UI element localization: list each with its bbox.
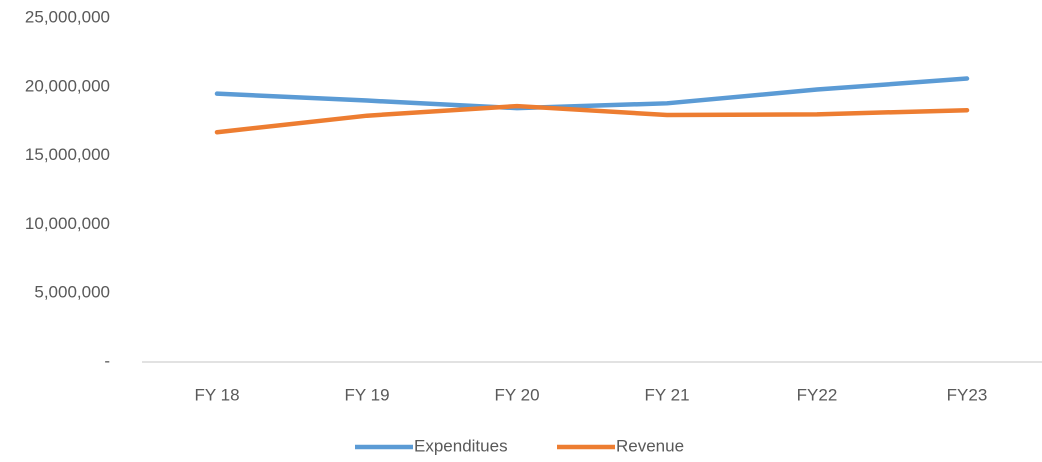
x-tick-label: FY 20 xyxy=(494,385,539,404)
y-tick-label: 20,000,000 xyxy=(25,76,110,95)
x-tick-label: FY 18 xyxy=(194,385,239,404)
x-tick-label: FY23 xyxy=(947,385,988,404)
x-tick-label: FY 19 xyxy=(344,385,389,404)
y-tick-label: 15,000,000 xyxy=(25,145,110,164)
legend-label: Expenditues xyxy=(414,436,508,455)
y-tick-label: 25,000,000 xyxy=(25,7,110,26)
y-tick-label: - xyxy=(104,351,110,370)
legend-label: Revenue xyxy=(616,436,684,455)
series-line xyxy=(214,76,970,111)
y-tick-label: 10,000,000 xyxy=(25,214,110,233)
y-tick-label: 5,000,000 xyxy=(34,283,110,302)
x-tick-label: FY 21 xyxy=(644,385,689,404)
series-line xyxy=(214,103,970,135)
x-tick-label: FY22 xyxy=(797,385,838,404)
